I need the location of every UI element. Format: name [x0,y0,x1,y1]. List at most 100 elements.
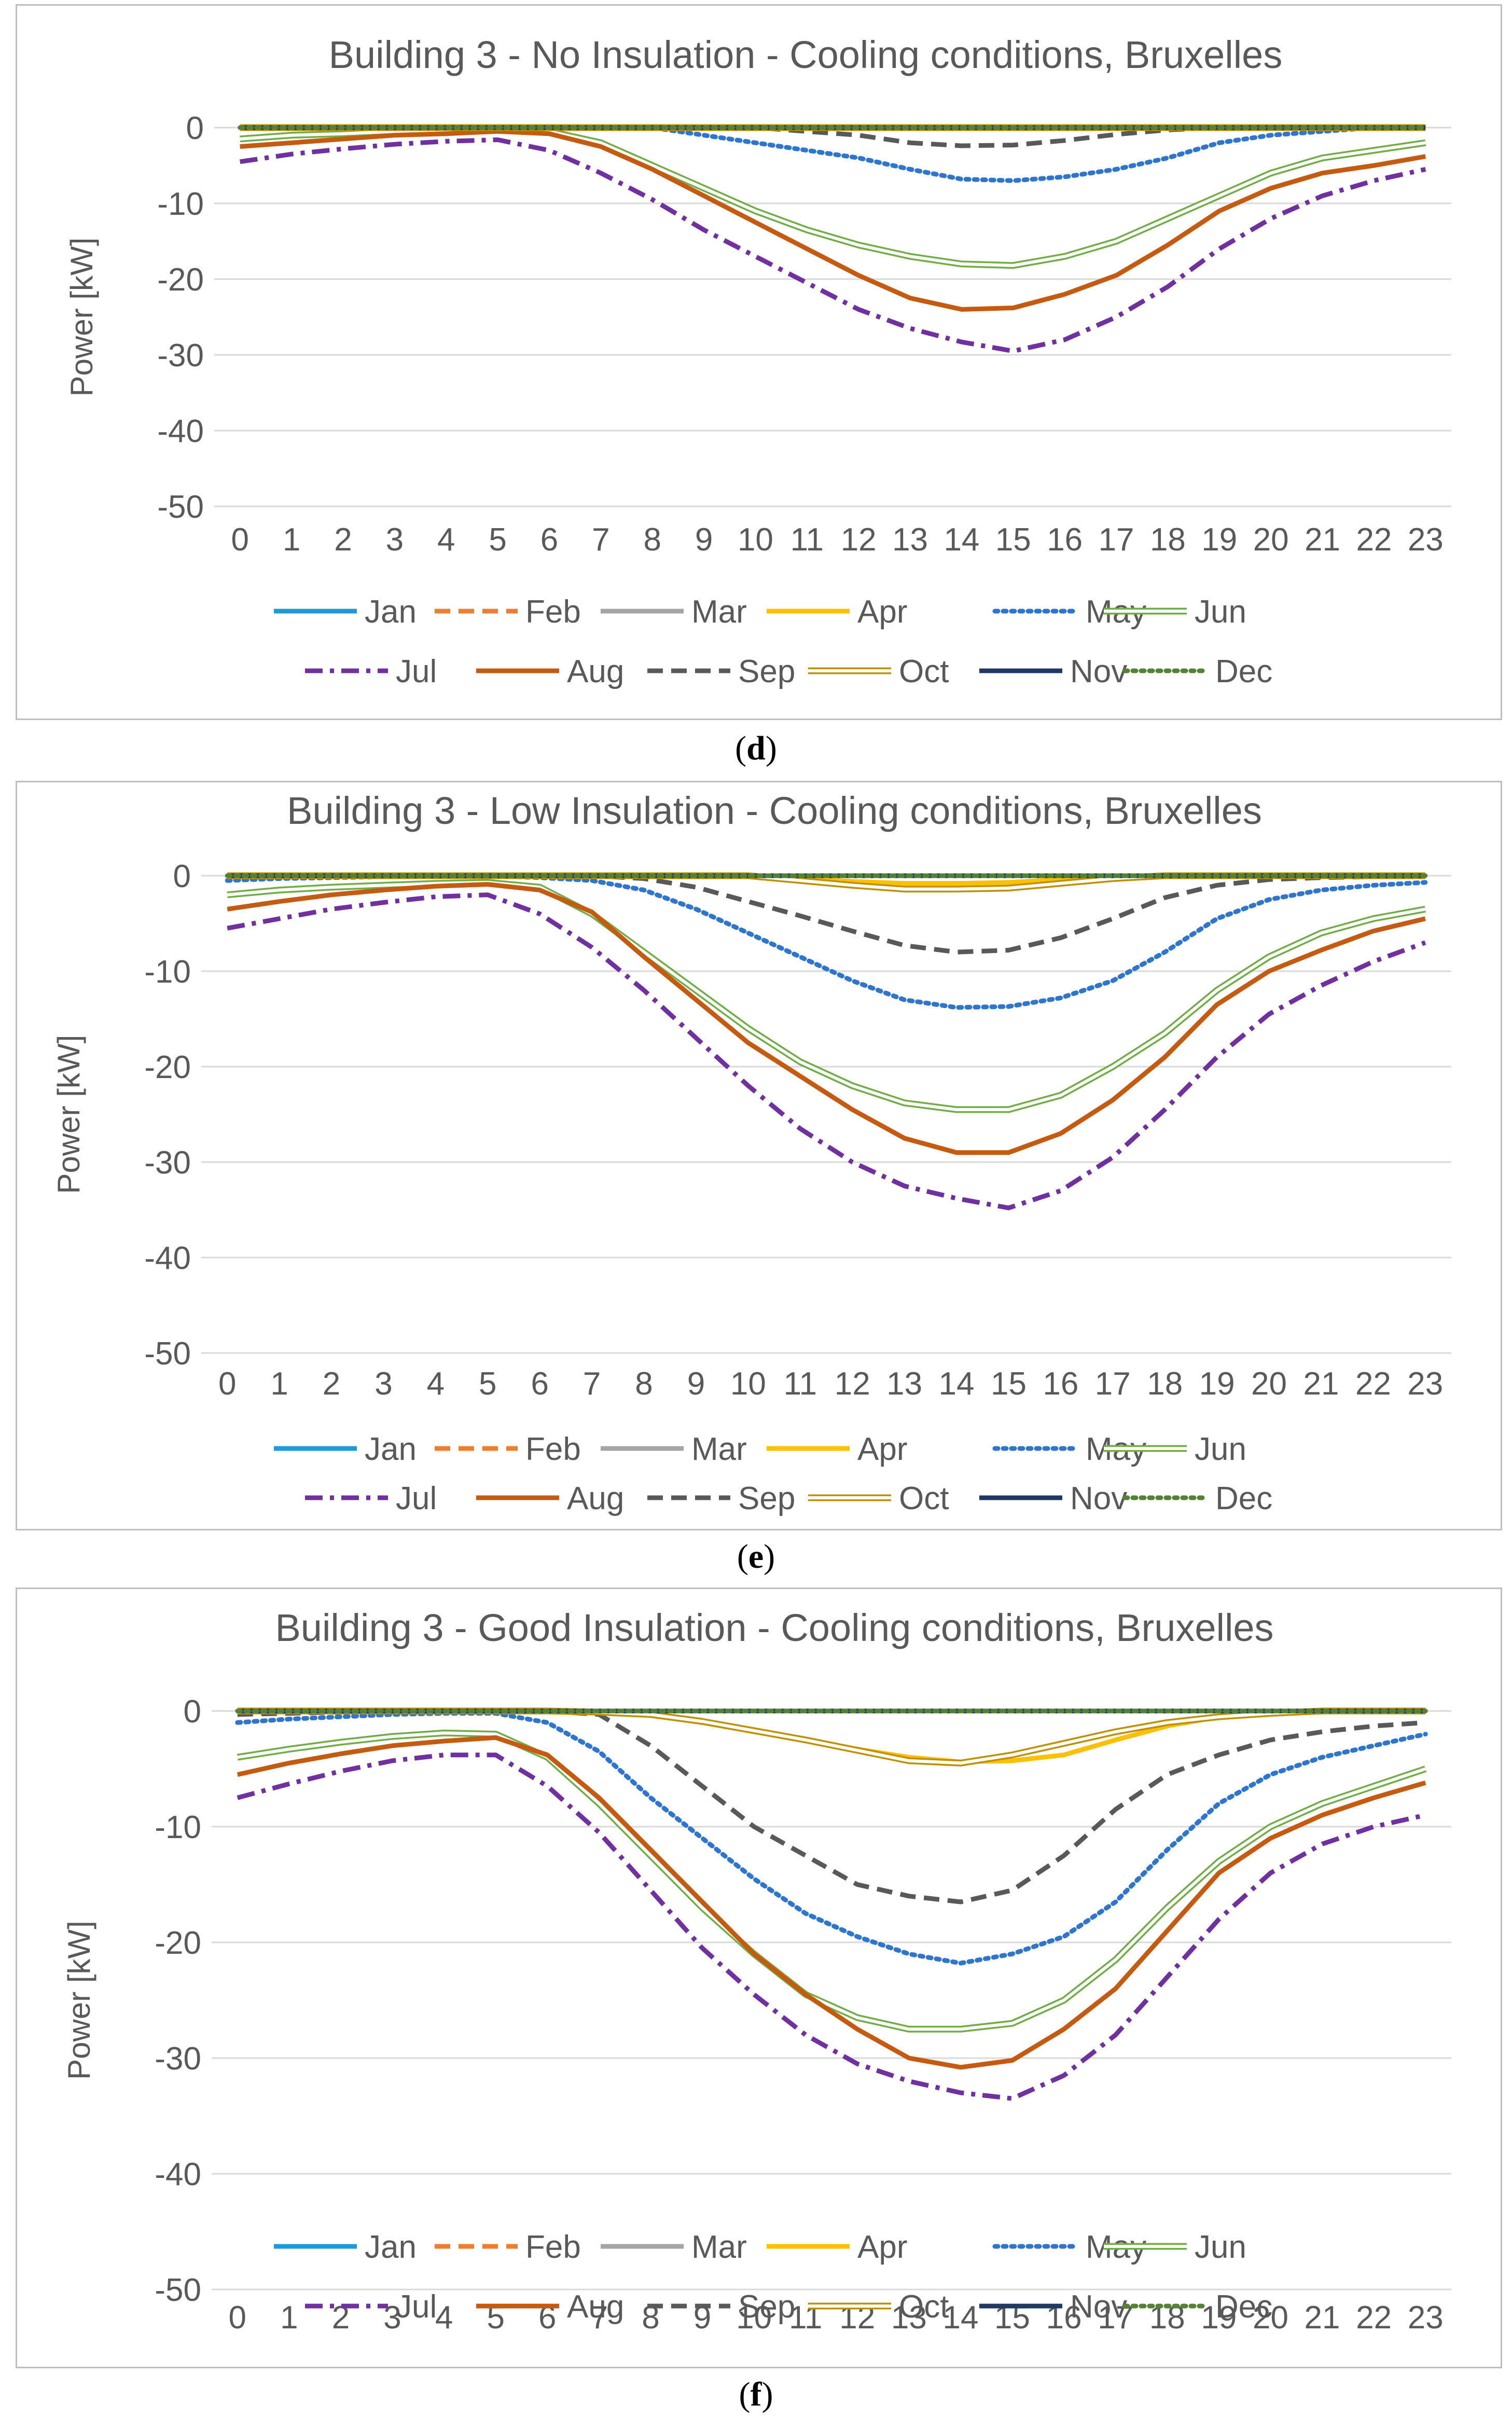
legend-label-jul: Jul [396,1481,437,1516]
series-line-jul [227,892,1426,1210]
series-group [235,1707,1428,2101]
chart-e-svg: Building 3 - Low Insulation - Cooling co… [51,789,1451,1516]
x-tick-label: 18 [1150,522,1186,558]
y-tick-label: 0 [184,1694,201,1730]
legend-label-jan: Jan [365,1431,417,1467]
x-tick-label: 7 [592,522,609,558]
x-tick-label: 14 [944,522,979,558]
y-tick-label: -30 [157,338,204,374]
caption-f: (f) [739,2376,773,2413]
x-tick-label: 21 [1303,1366,1339,1402]
x-tick-label: 13 [891,2300,927,2336]
x-tick-label: 20 [1253,2300,1288,2336]
legend-label-nov: Nov [1070,1481,1127,1516]
x-tick-label: 10 [736,2300,772,2336]
y-tick-label: -40 [157,413,204,449]
y-tick-label: -30 [144,1145,191,1181]
y-tick-label: -10 [155,1810,201,1845]
series-line-aug [240,129,1426,312]
legend-label-dec: Dec [1215,1481,1272,1516]
x-tick-label: 4 [437,522,455,558]
x-tick-label: 8 [635,1366,653,1402]
legend-label-sep: Sep [738,654,795,689]
x-tick-label: 21 [1305,2300,1340,2336]
chart-title: Building 3 - Low Insulation - Cooling co… [287,789,1262,832]
x-tick-label: 6 [540,522,558,558]
y-tick-label: -40 [155,2157,201,2192]
chart-panel-f: Building 3 - Good Insulation - Cooling c… [16,1588,1502,2368]
y-tick-label: -50 [144,1336,191,1372]
legend-label-jan: Jan [365,2229,417,2265]
x-tick-label: 16 [1043,1366,1078,1402]
series-line-jun-inner [227,880,1426,1111]
x-tick-label: 0 [218,1366,236,1402]
series-line-aug [237,1735,1426,2070]
legend-label-aug: Aug [567,654,624,689]
y-axis-label: Power [kW] [64,238,99,397]
x-tick-label: 22 [1356,2300,1392,2336]
legend-label-apr: Apr [857,2229,907,2265]
series-group [225,872,1428,1210]
x-tick-label: 21 [1305,522,1340,558]
x-tick-label: 13 [892,522,928,558]
series-line-jun [227,879,1426,1113]
x-tick-label: 18 [1147,1366,1183,1402]
legend-label-aug: Aug [567,1481,624,1516]
y-tick-label: -20 [144,1050,191,1085]
x-tick-label: 2 [334,522,352,558]
series-line-jul [240,137,1426,354]
x-tick-label: 12 [835,1366,870,1402]
x-tick-label: 1 [270,1366,288,1402]
legend-label-jun: Jun [1195,594,1246,630]
legend-label-sep: Sep [738,2289,795,2325]
x-tick-label: 9 [687,1366,705,1402]
x-tick-label: 16 [1047,522,1083,558]
legend-label-mar: Mar [691,594,747,630]
y-tick-label: -20 [155,1925,201,1961]
x-tick-label: 7 [583,1366,601,1402]
legend-label-feb: Feb [525,1431,581,1467]
x-tick-label: 11 [784,1366,817,1402]
x-tick-label: 23 [1407,1366,1443,1402]
caption-d: (d) [735,729,777,767]
series-line-jun [237,1729,1427,2033]
y-tick-label: 0 [186,111,204,146]
x-tick-label: 17 [1095,1366,1131,1402]
x-tick-label: 11 [790,522,824,558]
x-tick-label: 20 [1253,522,1289,558]
x-tick-label: 5 [489,522,506,558]
chart-title: Building 3 - No Insulation - Cooling con… [329,33,1283,76]
x-tick-label: 19 [1201,2300,1237,2336]
y-tick-label: -10 [157,186,204,222]
y-tick-label: -40 [144,1240,191,1276]
x-tick-label: 14 [939,1366,975,1402]
y-tick-label: 0 [173,859,191,894]
legend-label-nov: Nov [1070,654,1127,689]
chart-title: Building 3 - Good Insulation - Cooling c… [275,1606,1273,1649]
legend-label-apr: Apr [857,594,907,630]
x-tick-label: 19 [1199,1366,1235,1402]
x-tick-label: 0 [229,2300,246,2336]
y-tick-label: -20 [157,262,204,298]
x-tick-label: 20 [1251,1366,1287,1402]
y-tick-label: -50 [157,489,204,525]
x-tick-label: 13 [886,1366,922,1402]
chart-panel-e: Building 3 - Low Insulation - Cooling co… [16,781,1502,1530]
y-axis-label: Power [kW] [62,1921,96,2080]
legend-label-apr: Apr [857,1431,907,1467]
x-tick-label: 8 [643,522,661,558]
caption-e: (e) [737,1538,775,1576]
x-tick-label: 6 [531,1366,548,1402]
legend-label-jun: Jun [1195,1431,1246,1467]
legend-label-dec: Dec [1215,654,1272,689]
legend-label-jan: Jan [365,594,417,630]
legend-label-oct: Oct [899,1481,949,1516]
series-line-aug [227,882,1426,1155]
y-tick-label: -30 [155,2041,201,2077]
legend-label-nov: Nov [1070,2289,1127,2325]
series-line-sep [237,1708,1426,1904]
series-group [238,124,1428,354]
x-tick-label: 1 [283,522,300,558]
chart-d-svg: Building 3 - No Insulation - Cooling con… [64,33,1451,689]
legend-label-mar: Mar [691,1431,747,1467]
